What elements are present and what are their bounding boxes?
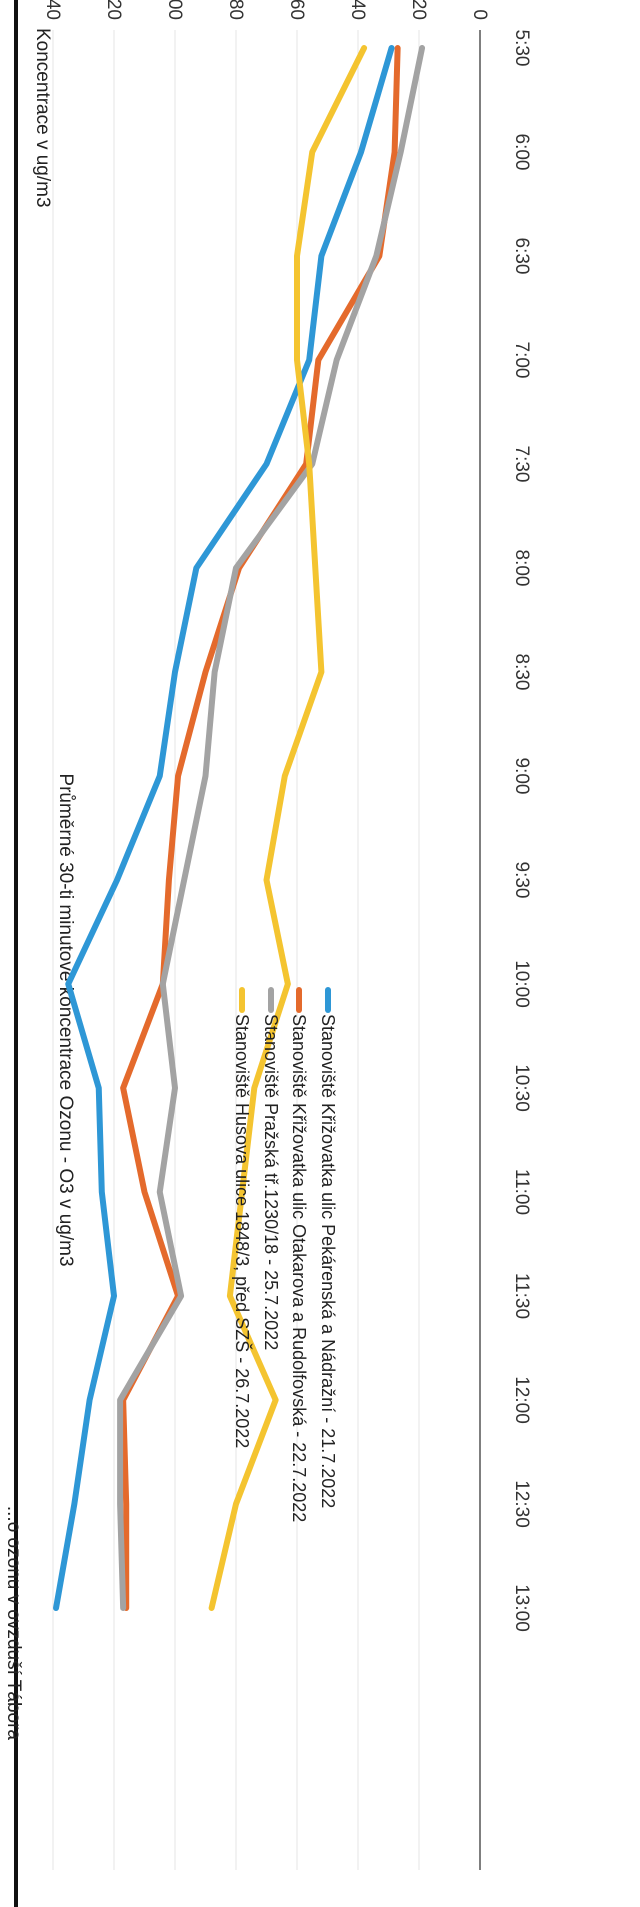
x-tick-label: 6:30 bbox=[511, 238, 532, 275]
y-tick-label: 20 bbox=[408, 0, 429, 20]
series-line-1 bbox=[53, 45, 395, 1611]
x-tick-label: 7:00 bbox=[511, 342, 532, 379]
series-line-3 bbox=[117, 45, 426, 1611]
y-axis-title: Koncentrace v ug/m3 bbox=[32, 28, 53, 208]
x-tick-label: 5:30 bbox=[511, 30, 532, 67]
legend: Stanoviště Křižovatka ulic Pekárenská a … bbox=[232, 987, 338, 1522]
x-tick-labels: 5:30 6:00 6:30 7:00 7:30 8:00 8:30 9:00 9:30 10:0… bbox=[511, 30, 532, 1632]
y-tick-label: 60 bbox=[286, 0, 307, 20]
x-tick-label: 8:30 bbox=[511, 654, 532, 691]
x-tick-label: 9:00 bbox=[511, 758, 532, 795]
y-tick-label: 40 bbox=[347, 0, 368, 20]
x-tick-label: 12:30 bbox=[511, 1480, 532, 1528]
x-tick-label: 13:00 bbox=[511, 1584, 532, 1632]
y-tick-label: 120 bbox=[103, 0, 124, 20]
series-line-4 bbox=[208, 45, 368, 1611]
rotated-chart-group: ...o ozonu v ovzduší Tábora Koncentrace … bbox=[3, 0, 532, 1870]
grid-lines bbox=[52, 30, 481, 1870]
y-tick-label: 140 bbox=[42, 0, 63, 20]
series-line-2 bbox=[120, 45, 401, 1611]
x-tick-label: 6:00 bbox=[511, 134, 532, 171]
x-tick-label: 12:00 bbox=[511, 1376, 532, 1424]
x-tick-label: 11:30 bbox=[511, 1273, 532, 1319]
x-tick-label: 11:00 bbox=[511, 1169, 532, 1215]
x-tick-label: 10:00 bbox=[511, 960, 532, 1008]
x-tick-label: 10:30 bbox=[511, 1064, 532, 1112]
y-tick-label: 0 bbox=[469, 9, 490, 20]
x-tick-label: 8:00 bbox=[511, 550, 532, 587]
legend-label-2: Stanoviště Křižovatka ulic Otakarova a R… bbox=[289, 1014, 309, 1522]
x-tick-label: 7:30 bbox=[511, 446, 532, 483]
x-tick-label: 9:30 bbox=[511, 862, 532, 899]
legend-label-4: Stanoviště Husova ulice 1848/3, před SZŠ… bbox=[232, 1014, 253, 1448]
legend-label-1: Stanoviště Křižovatka ulic Pekárenská a … bbox=[318, 1014, 338, 1508]
y-tick-labels: 0 20 40 60 80 100 120 140 bbox=[42, 0, 490, 20]
y-tick-label: 100 bbox=[164, 0, 185, 20]
scan-edge bbox=[14, 0, 18, 1907]
page-header-fragment: ...o ozonu v ovzduší Tábora bbox=[3, 1506, 24, 1741]
chart-title: Průměrné 30-ti minutové koncentrace Ozon… bbox=[55, 773, 76, 1266]
series-lines bbox=[53, 45, 426, 1611]
legend-label-3: Stanoviště Pražská tř.1230/18 - 25.7.202… bbox=[261, 1014, 281, 1350]
y-tick-label: 80 bbox=[225, 0, 246, 20]
